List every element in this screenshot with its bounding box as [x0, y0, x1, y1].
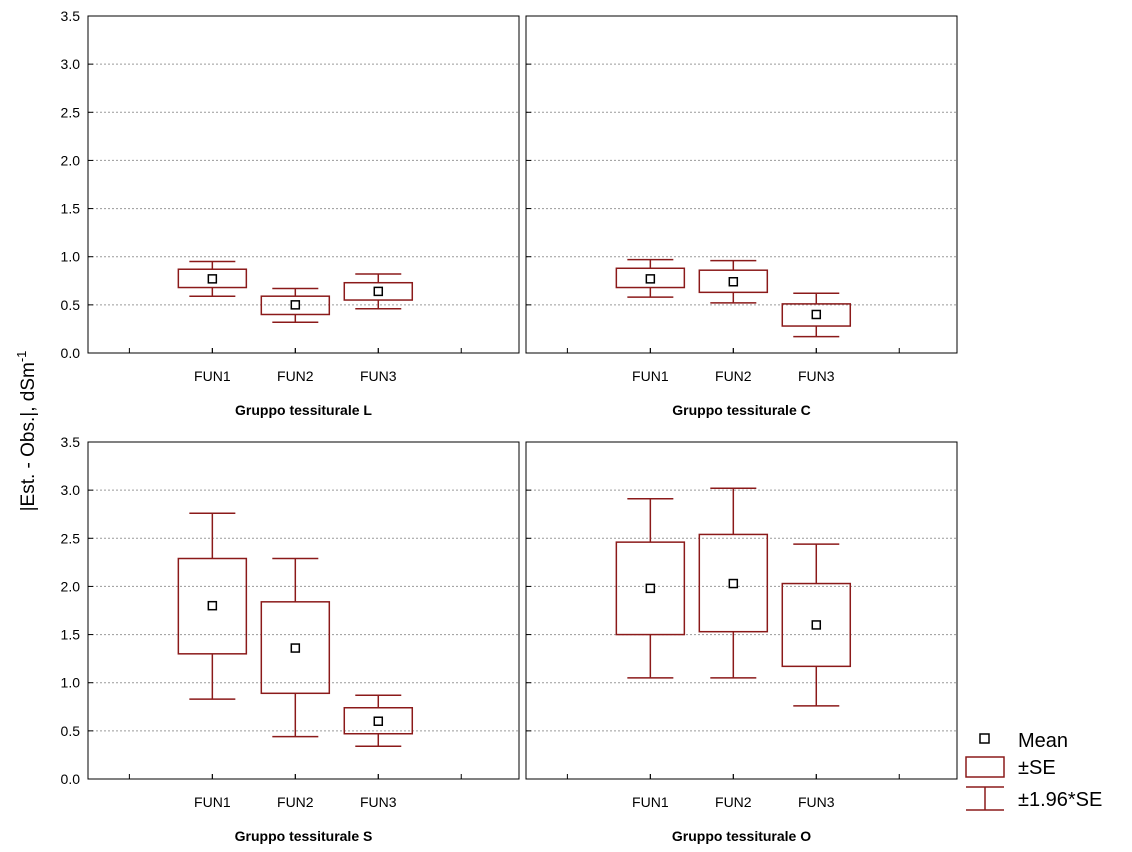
y-tick-label: 1.0 — [61, 675, 81, 691]
panel-title: Gruppo tessiturale O — [672, 828, 811, 844]
legend-label-ci: ±1.96*SE — [1018, 789, 1102, 811]
mean-marker — [728, 578, 739, 589]
y-tick-label: 3.5 — [61, 434, 81, 450]
x-category-label: FUN1 — [632, 794, 669, 810]
x-category-label: FUN2 — [715, 368, 752, 384]
se-box — [615, 541, 686, 636]
mean-marker — [290, 300, 301, 310]
mean-marker — [207, 600, 218, 611]
y-tick-label: 0.5 — [61, 723, 81, 739]
plot-frame — [87, 15, 520, 354]
se-box — [343, 706, 414, 735]
se-box — [781, 303, 852, 327]
se-box — [177, 557, 248, 655]
panel-title: Gruppo tessiturale S — [235, 828, 373, 844]
y-tick-label: 2.0 — [61, 152, 81, 168]
x-category-label: FUN1 — [194, 794, 231, 810]
y-tick-label: 1.0 — [61, 249, 81, 265]
se-box — [698, 533, 769, 633]
legend: Mean ±SE ±1.96*SE — [965, 730, 1102, 811]
se-box — [343, 281, 414, 301]
mean-marker — [811, 309, 822, 320]
chart-panel: FUN1 FUN2 FUN3 Gruppo tessiturale O — [525, 441, 958, 844]
legend-label-mean: Mean — [1018, 730, 1068, 752]
y-tick-label: 2.5 — [61, 530, 81, 546]
plot-frame — [525, 15, 958, 354]
plot-frame — [87, 441, 520, 780]
x-category-label: FUN2 — [715, 794, 752, 810]
y-tick-label: 0.0 — [61, 771, 81, 787]
chart-panel: 0.0 0.5 1.0 1.5 2.0 2.5 3.0 3.5 FUN1 FUN2 FUN3 Grup… — [61, 434, 520, 844]
y-tick-label: 3.0 — [61, 482, 81, 498]
y-tick-label: 2.0 — [61, 578, 81, 594]
legend-label-se: ±SE — [1018, 757, 1056, 779]
mean-marker — [811, 620, 822, 630]
chart-panel: 0.0 0.5 1.0 1.5 2.0 2.5 3.0 3.5 FUN1 FUN2 FUN3 Grup… — [61, 8, 520, 418]
mean-marker — [290, 643, 301, 653]
mean-marker — [645, 274, 656, 284]
mean-marker — [645, 583, 656, 594]
y-tick-label: 2.5 — [61, 104, 81, 120]
x-category-label: FUN3 — [798, 794, 835, 810]
se-box — [698, 269, 769, 294]
y-tick-label: 0.0 — [61, 345, 81, 361]
plot-frame — [525, 441, 958, 780]
mean-marker — [373, 286, 384, 297]
mean-marker — [728, 276, 739, 287]
x-category-label: FUN1 — [632, 368, 669, 384]
mean-marker — [207, 274, 218, 284]
y-tick-label: 1.5 — [61, 201, 81, 217]
x-category-label: FUN1 — [194, 368, 231, 384]
panel-title: Gruppo tessiturale C — [672, 402, 810, 418]
x-category-label: FUN3 — [360, 368, 397, 384]
x-category-label: FUN2 — [277, 794, 314, 810]
y-tick-label: 0.5 — [61, 297, 81, 313]
chart-panel: FUN1 FUN2 FUN3 Gruppo tessiturale C — [525, 15, 958, 418]
se-box — [177, 268, 248, 289]
se-box — [260, 601, 331, 695]
mean-marker — [373, 716, 384, 726]
y-tick-label: 1.5 — [61, 627, 81, 643]
panel-title: Gruppo tessiturale L — [235, 402, 372, 418]
se-box — [615, 267, 686, 289]
chart-panels: 0.0 0.5 1.0 1.5 2.0 2.5 3.0 3.5 FUN1 FUN2 FUN3 Grup… — [61, 8, 958, 844]
y-tick-label: 3.0 — [61, 56, 81, 72]
se-box — [781, 582, 852, 668]
x-category-label: FUN2 — [277, 368, 314, 384]
y-tick-label: 3.5 — [61, 8, 81, 24]
x-category-label: FUN3 — [360, 794, 397, 810]
y-axis-label: |Est. - Obs.|, dSm-1 — [14, 351, 39, 512]
legend-se-icon — [965, 756, 1005, 778]
x-category-label: FUN3 — [798, 368, 835, 384]
se-box — [260, 295, 331, 316]
legend-mean-icon — [979, 733, 990, 744]
